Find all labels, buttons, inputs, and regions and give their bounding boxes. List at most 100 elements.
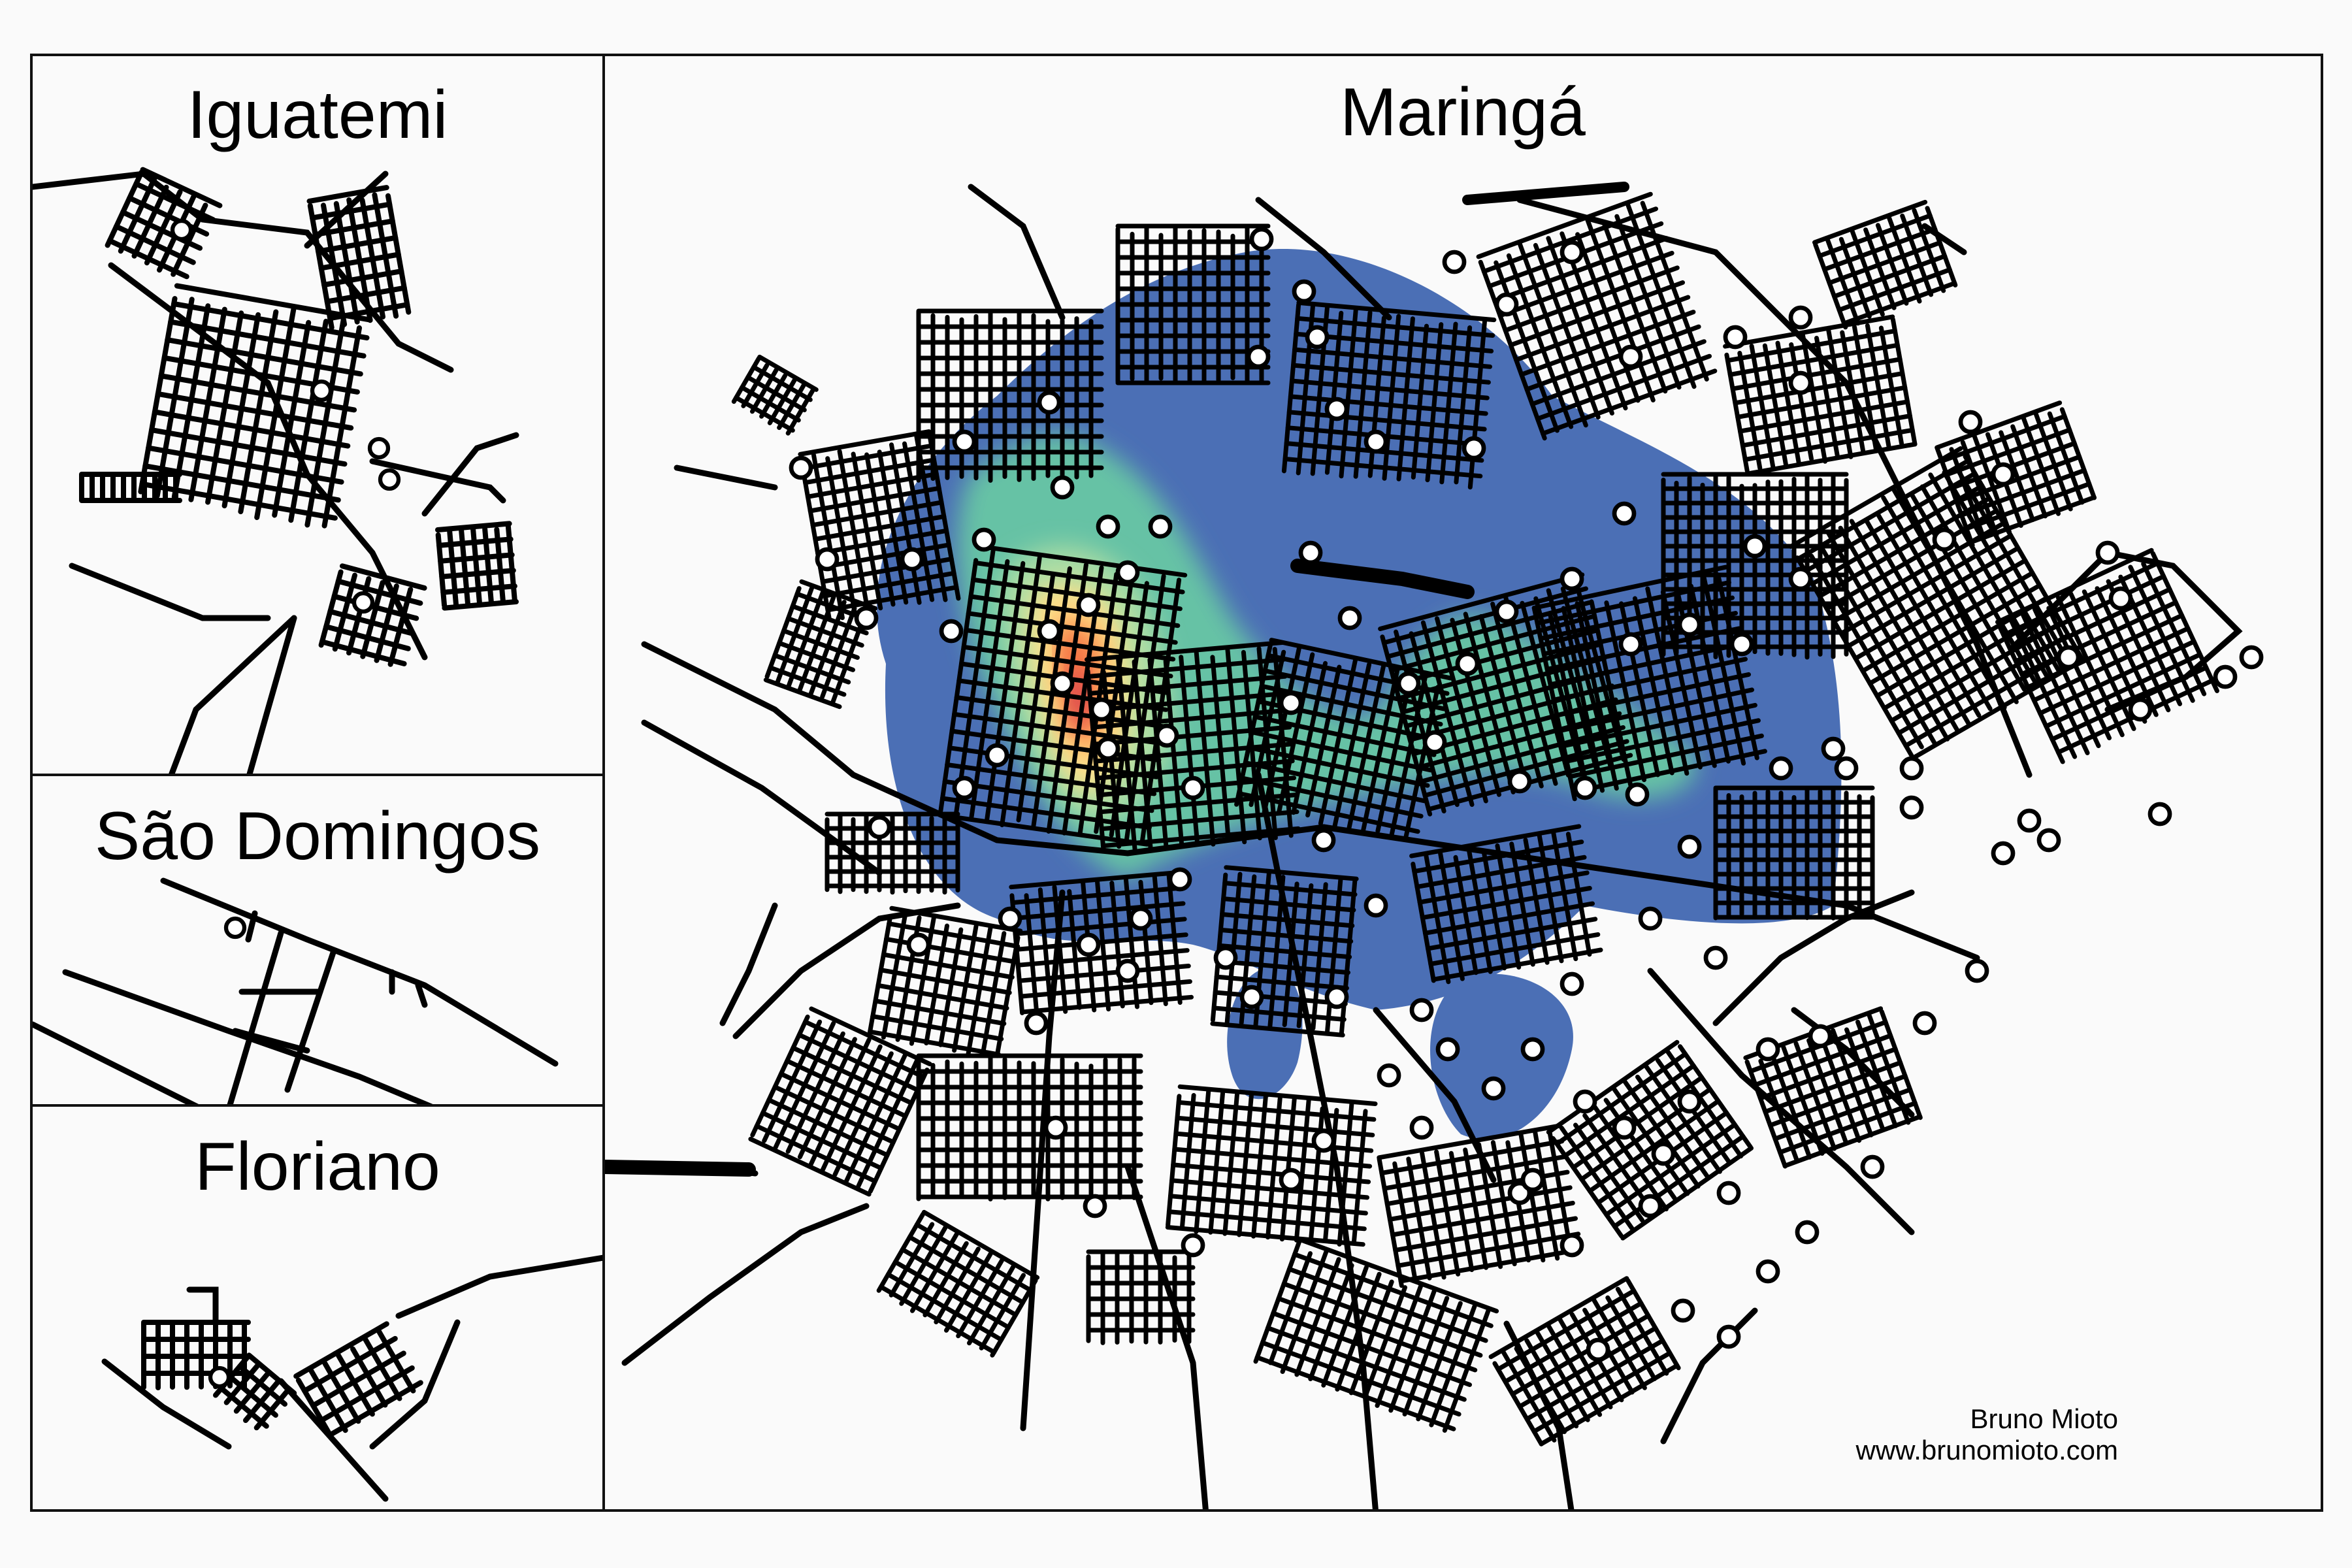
road-segment — [1011, 901, 1186, 921]
road-segment — [1020, 889, 1066, 1431]
road-segment — [1524, 324, 1701, 392]
location-point — [854, 606, 879, 630]
road-segment — [2044, 652, 2202, 729]
road-segment — [768, 665, 847, 697]
road-segment — [1769, 1051, 1812, 1160]
road-segment — [1660, 1307, 1758, 1445]
road-segment — [1810, 483, 1985, 587]
road-segment — [1431, 947, 1603, 982]
road-segment — [979, 1273, 1026, 1350]
location-point — [1337, 606, 1362, 630]
road-segment — [923, 1241, 969, 1318]
road-segment — [914, 1222, 1033, 1292]
road-segment — [1740, 414, 1912, 448]
maringa-map — [605, 182, 2264, 1509]
location-point — [1932, 527, 1957, 552]
location-point — [1573, 1089, 1597, 1114]
road-segment — [171, 301, 370, 341]
road-segment — [1604, 1122, 1737, 1217]
road-segment — [304, 171, 389, 249]
road-segment — [1508, 280, 1685, 348]
location-point — [1788, 566, 1813, 591]
road-segment — [155, 391, 354, 431]
road-segment — [1831, 1028, 1874, 1137]
road-segment — [1561, 702, 1757, 749]
road-segment — [1175, 1115, 1375, 1137]
maringa-panel: Maringá Bruno Mioto www.brunomioto.com — [602, 54, 2323, 1512]
road-segment — [1645, 586, 1690, 776]
road-segment — [1295, 316, 1495, 338]
location-point — [1213, 945, 1238, 970]
road-segment — [1900, 213, 1934, 297]
road-segment — [1476, 191, 1653, 259]
road-segment — [360, 580, 385, 659]
road-segment — [777, 640, 855, 672]
road-segment — [114, 223, 196, 265]
location-point — [1324, 397, 1349, 421]
road-segment — [1016, 572, 1056, 823]
location-point — [789, 455, 813, 480]
road-segment — [1298, 1237, 1499, 1314]
location-point — [2056, 645, 2081, 670]
road-segment — [1254, 1355, 1456, 1431]
road-segment — [745, 375, 807, 412]
road-segment — [892, 1260, 1011, 1330]
location-point — [208, 1365, 231, 1389]
road-segment — [327, 608, 415, 636]
road-segment — [1589, 1100, 1669, 1212]
road-segment — [321, 269, 404, 287]
road-segment — [1260, 1340, 1462, 1417]
road-segment — [889, 1222, 935, 1298]
location-point — [1409, 1115, 1434, 1140]
road-segment — [1378, 572, 1585, 631]
road-segment — [1377, 1123, 1561, 1160]
road-segment — [1775, 340, 1801, 466]
road-segment — [1772, 1087, 1913, 1141]
road-segment — [799, 579, 878, 611]
road-segment — [1426, 917, 1598, 951]
road-segment — [1009, 870, 1183, 890]
road-segment — [1284, 441, 1484, 463]
road-segment — [1481, 849, 1507, 971]
road-segment — [778, 1071, 902, 1132]
road-segment — [369, 458, 506, 504]
location-point — [1520, 1037, 1545, 1062]
road-segment — [1166, 1094, 1182, 1228]
road-segment — [1291, 661, 1328, 815]
road-segment — [1640, 201, 1709, 382]
road-segment — [1647, 968, 1915, 1235]
road-segment — [1727, 342, 1900, 377]
road-segment — [1813, 242, 1848, 330]
road-segment — [1791, 1007, 1915, 1118]
location-point — [1625, 782, 1650, 807]
road-segment — [1406, 1156, 1432, 1281]
road-segment — [1844, 1027, 1886, 1132]
location-point — [952, 429, 977, 454]
floriano-panel: Floriano — [30, 1104, 605, 1512]
floriano-map — [101, 1254, 602, 1502]
road-segment — [332, 572, 357, 652]
road-segment — [899, 1224, 948, 1306]
road-segment — [1246, 745, 1430, 788]
road-segment — [1949, 441, 2077, 491]
road-segment — [1633, 596, 1674, 776]
location-point — [1298, 540, 1323, 565]
road-segment — [1837, 267, 1952, 312]
road-segment — [1825, 325, 1854, 459]
road-segment — [421, 432, 519, 517]
road-segment — [781, 629, 860, 660]
road-segment — [803, 457, 936, 485]
road-segment — [1867, 583, 2042, 686]
road-segment — [1320, 824, 1980, 961]
road-segment — [796, 1032, 920, 1092]
road-segment — [1567, 733, 1764, 779]
road-segment — [1529, 339, 1707, 406]
road-segment — [1215, 958, 1350, 975]
road-segment — [1412, 840, 1584, 874]
road-segment — [1428, 932, 1601, 966]
road-segment — [2001, 561, 2160, 638]
road-segment — [335, 578, 423, 606]
location-point — [1050, 671, 1075, 696]
road-segment — [1348, 1279, 1394, 1396]
road-segment — [1379, 1139, 1565, 1175]
